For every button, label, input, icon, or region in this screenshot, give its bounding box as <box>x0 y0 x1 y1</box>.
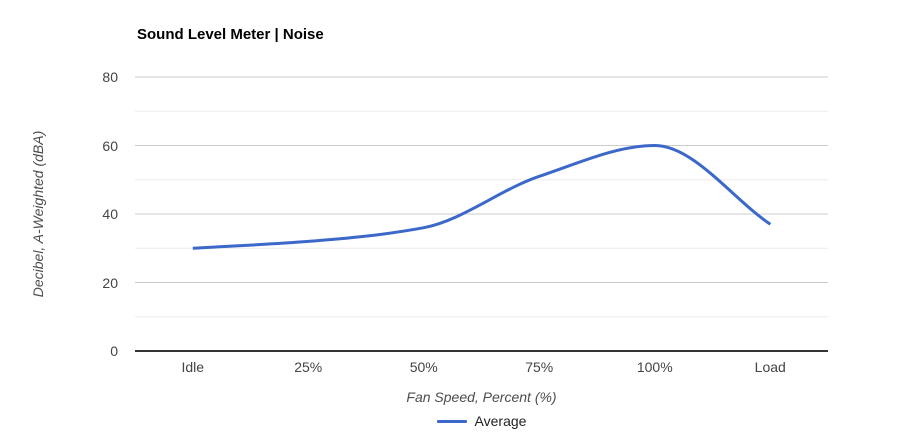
legend: Average <box>135 413 828 429</box>
x-tick-label: 25% <box>294 359 323 375</box>
major-gridlines <box>135 76 828 283</box>
y-tick-label: 20 <box>102 274 118 291</box>
chart-title: Sound Level Meter | Noise <box>137 26 324 43</box>
x-tick-label: Load <box>754 359 786 375</box>
x-axis-title: Fan Speed, Percent (%) <box>406 389 557 405</box>
minor-gridlines <box>135 110 828 318</box>
legend-label: Average <box>474 413 527 429</box>
x-tick-label: Idle <box>181 359 205 375</box>
x-tick-label: 100% <box>636 359 673 375</box>
legend-line-swatch <box>436 419 467 423</box>
x-tick-label: 50% <box>409 359 438 375</box>
x-tick-label: 75% <box>525 359 554 375</box>
y-tick-label: 60 <box>102 137 118 154</box>
series-line-average <box>192 144 772 250</box>
y-tick-label: 40 <box>102 206 118 222</box>
y-tick-label: 80 <box>102 69 118 85</box>
y-tick-label: 0 <box>110 343 118 359</box>
